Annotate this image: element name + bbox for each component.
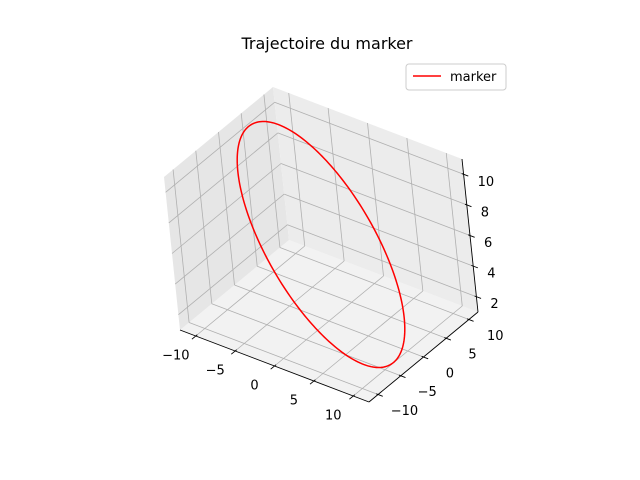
tick-label: 5 xyxy=(468,348,476,363)
tick-label: 4 xyxy=(487,267,495,282)
grid-lines xyxy=(165,92,477,397)
tick-mark xyxy=(471,264,479,269)
grid-line-z-back xyxy=(284,193,474,267)
tick-mark xyxy=(467,234,475,238)
grid-line-y-floor xyxy=(188,322,379,395)
tick-mark xyxy=(474,295,482,299)
tick-label: 10 xyxy=(478,175,495,190)
tick-label: −10 xyxy=(162,349,189,364)
legend-label-marker: marker xyxy=(450,70,497,85)
tick-mark xyxy=(444,337,452,341)
tick-label: 5 xyxy=(290,394,298,409)
grid-line-y-floor xyxy=(279,247,470,320)
tick-label: 10 xyxy=(487,329,504,344)
series-line-marker xyxy=(236,120,406,369)
legend: marker xyxy=(405,63,507,91)
tick-mark xyxy=(461,173,469,177)
grid-line-z-left xyxy=(165,101,275,193)
tick-mark xyxy=(230,349,237,355)
grid-line-y-floor xyxy=(211,303,401,377)
tick-mark xyxy=(421,355,429,360)
tick-label: 8 xyxy=(481,205,489,220)
tick-mark xyxy=(349,394,356,400)
grid-line-z-back xyxy=(280,163,471,236)
tick-mark xyxy=(466,318,474,322)
grid-line-y-floor xyxy=(234,284,424,358)
tick-mark xyxy=(270,364,277,370)
tick-label: 10 xyxy=(325,409,342,424)
tick-label: −5 xyxy=(206,364,225,379)
chart-title: Trajectoire du marker xyxy=(240,34,412,53)
axis-panes xyxy=(164,87,478,402)
grid-line-z-back xyxy=(287,224,477,298)
grid-line-z-left xyxy=(174,193,285,285)
grid-line-z-left xyxy=(171,163,282,254)
tick-mark xyxy=(191,334,198,340)
tick-label: 0 xyxy=(250,379,258,394)
series-layer xyxy=(236,120,406,369)
tick-label: −5 xyxy=(418,385,437,400)
tick-mark xyxy=(309,379,316,385)
tick-mark xyxy=(376,393,383,397)
grid-line-z-left xyxy=(178,224,288,316)
grid-line-z-left xyxy=(168,132,279,224)
grid-line-y-floor xyxy=(257,265,447,339)
tick-mark xyxy=(464,203,472,208)
tick-label: 6 xyxy=(484,236,492,251)
tick-label: 0 xyxy=(446,366,454,381)
tick-label: −10 xyxy=(391,404,418,419)
tick-marks xyxy=(191,173,482,400)
grid-line-z-back xyxy=(274,101,464,175)
legend-box xyxy=(405,63,507,91)
tick-label: 2 xyxy=(490,297,498,312)
tick-mark xyxy=(398,374,406,378)
